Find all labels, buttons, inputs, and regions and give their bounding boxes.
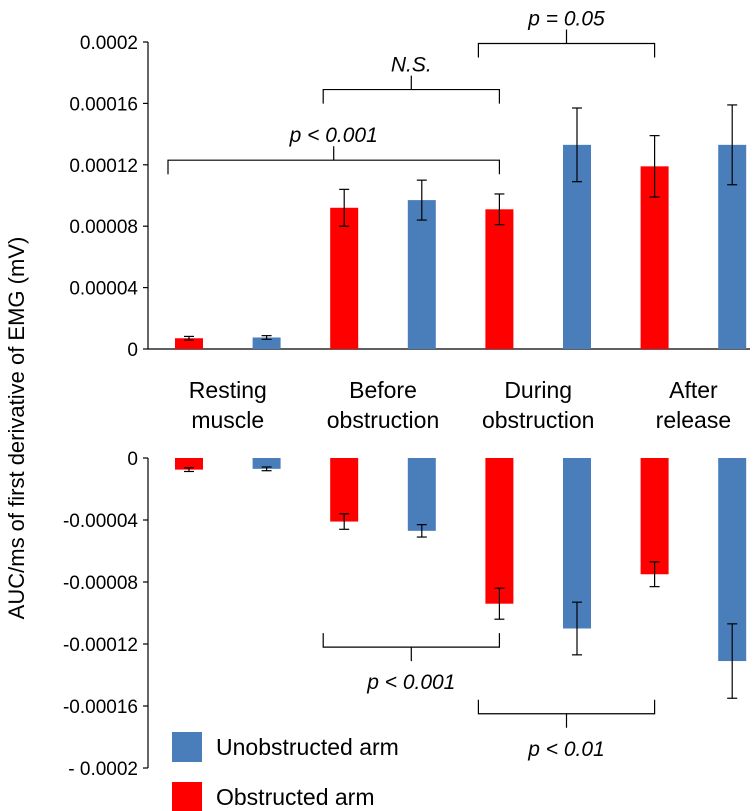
negative-ytick-label: -0.00016 <box>63 697 138 718</box>
positive-bar <box>330 207 359 349</box>
positive-bar <box>485 209 514 349</box>
category-label-line: Before <box>349 377 417 403</box>
category-label: Before obstruction <box>327 377 440 433</box>
category-label-line: After <box>669 377 718 403</box>
negative-bar <box>563 458 591 629</box>
panel-negative: 0 -0.00004 -0.00008 -0.00012 -0.00016 - 0.000… <box>63 449 747 780</box>
legend-label: Obstructed arm <box>216 784 375 810</box>
positive-bar <box>252 337 281 349</box>
significance-bracket <box>322 633 500 662</box>
positive-ytick-label: 0 <box>127 340 138 361</box>
category-label-line: obstruction <box>327 407 440 433</box>
positive-ytick-label: 0.0002 <box>80 33 138 54</box>
negative-ytick-label: -0.00004 <box>63 511 138 532</box>
negative-ytick-label: -0.00012 <box>63 635 138 656</box>
positive-bar <box>407 200 436 349</box>
category-label: Resting muscle <box>189 377 267 433</box>
significance-bracket <box>322 75 500 104</box>
category-label: During obstruction <box>482 377 595 433</box>
significance-label: p < 0.001 <box>289 124 378 147</box>
negative-ytick-label: 0 <box>127 449 138 470</box>
category-label-line: During <box>504 377 572 403</box>
positive-ytick-label: 0.00004 <box>69 279 138 300</box>
negative-ytick-label: - 0.0002 <box>68 759 138 780</box>
positive-ytick-label: 0.00016 <box>69 94 138 115</box>
significance-label: p < 0.01 <box>527 738 604 761</box>
y-axis-label-group: AUC/ms of first derivative of EMG (mV) <box>4 237 29 620</box>
category-label-line: release <box>656 407 731 433</box>
negative-bar <box>252 458 281 469</box>
legend-swatch <box>172 782 202 811</box>
category-label-line: obstruction <box>482 407 595 433</box>
negative-bar <box>175 458 203 470</box>
category-label-line: Resting <box>189 377 267 403</box>
panel-positive: 0 0.00004 0.00008 0.00012 0.00016 0.0002 p < 0… <box>69 8 750 361</box>
category-labels: Resting muscle Before obstruction During obst… <box>189 377 731 433</box>
significance-bracket <box>167 146 500 175</box>
significance-label: N.S. <box>391 54 432 77</box>
significance-bracket <box>477 699 656 728</box>
category-label: After release <box>656 377 731 433</box>
legend-label: Unobstructed arm <box>216 734 399 760</box>
significance-label: p = 0.05 <box>527 8 605 31</box>
negative-bar <box>407 458 436 531</box>
negative-bar <box>330 458 359 522</box>
positive-ytick-label: 0.00012 <box>69 156 138 177</box>
significance-label: p < 0.001 <box>366 671 455 694</box>
legend-swatch <box>172 732 202 762</box>
significance-bracket <box>477 29 656 58</box>
positive-ytick-label: 0.00008 <box>69 217 138 238</box>
negative-ytick-label: -0.00008 <box>63 573 138 594</box>
negative-bar <box>640 458 669 575</box>
category-label-line: muscle <box>191 407 264 433</box>
positive-bar <box>175 338 203 349</box>
y-axis-label: AUC/ms of first derivative of EMG (mV) <box>4 237 29 620</box>
legend: Unobstructed arm Obstructed arm <box>172 732 399 811</box>
negative-bar <box>485 458 514 604</box>
